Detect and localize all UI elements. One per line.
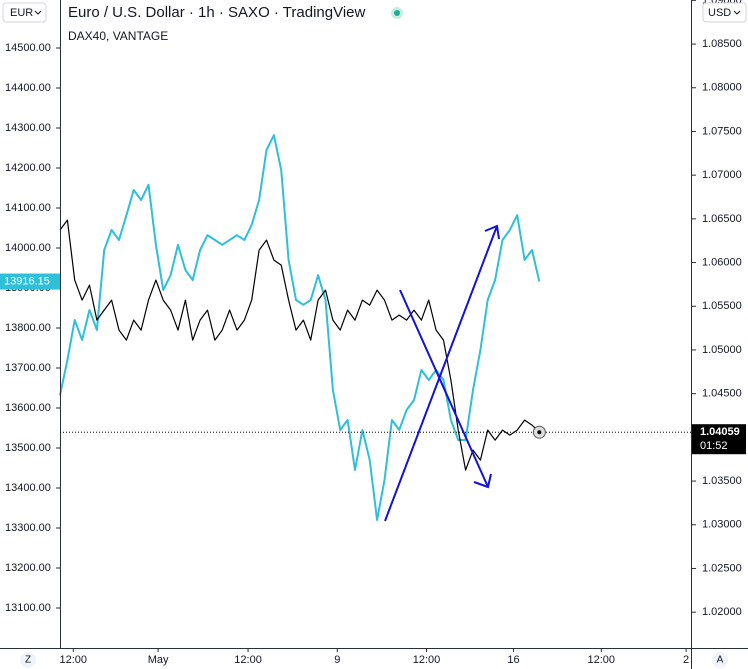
- button-box[interactable]: [702, 2, 747, 23]
- button-bg[interactable]: [712, 652, 728, 668]
- y2-tick-label: 1.02000: [702, 606, 742, 618]
- y-tick-label: 14100.00: [5, 202, 51, 214]
- y2-tick-label: 1.03000: [702, 519, 742, 531]
- y2-tick-label: 1.07000: [702, 169, 742, 181]
- x-tick-label: 2: [683, 654, 689, 666]
- y-tick-label: 14500.00: [5, 42, 51, 54]
- series-line: [59, 134, 541, 521]
- y-tick-label: 13300.00: [5, 522, 51, 534]
- arrow-head: [473, 473, 492, 489]
- price-badge-label: 1.04059: [700, 426, 740, 438]
- chart-title: Euro / U.S. Dollar · 1h · SAXO · Trading…: [68, 4, 366, 21]
- chevron[interactable]: [34, 10, 42, 15]
- y2-tick-label: 1.04500: [702, 388, 742, 400]
- status-dot: [394, 10, 400, 16]
- left-currency-button[interactable]: EUR: [2, 2, 47, 23]
- button-box[interactable]: [2, 2, 47, 23]
- y2-tick-label: 1.05500: [702, 300, 742, 312]
- x-tick-label: 9: [334, 654, 340, 666]
- arrow-head: [484, 224, 500, 240]
- button-bg[interactable]: [20, 652, 36, 668]
- x-tick-label: 12:00: [413, 654, 441, 666]
- currency-label[interactable]: USD: [708, 7, 731, 19]
- series-line: [59, 219, 540, 471]
- y2-tick-label: 1.07500: [702, 125, 742, 137]
- z-button[interactable]: Z: [20, 652, 36, 668]
- a-button[interactable]: A: [712, 652, 728, 668]
- last-point: [537, 430, 542, 435]
- drawing-arrows: [384, 224, 500, 522]
- x-tick-label: May: [148, 654, 169, 666]
- x-tick-label: 12:00: [234, 654, 262, 666]
- price-badge: [692, 424, 746, 455]
- price-badge: [0, 273, 60, 290]
- right-currency-button[interactable]: USD: [702, 2, 747, 23]
- y-tick-label: 13700.00: [5, 362, 51, 374]
- y2-tick-label: 1.02500: [702, 562, 742, 574]
- grid-layer: 13100.00 13200.00 13300.00 13400.00 13500.00…: [5, 0, 742, 666]
- y-tick-label: 14300.00: [5, 122, 51, 134]
- arrow-down: [399, 289, 489, 488]
- y2-tick-label: 1.08500: [702, 38, 742, 50]
- button-label[interactable]: Z: [25, 655, 31, 666]
- y-tick-label: 13400.00: [5, 482, 51, 494]
- arrow-up: [384, 225, 498, 522]
- y2-tick-label: 1.06500: [702, 213, 742, 225]
- currency-label[interactable]: EUR: [10, 7, 33, 19]
- y-tick-label: 13600.00: [5, 402, 51, 414]
- overlay-layer: 13916.15 1.04059 01:52: [0, 273, 746, 455]
- y-tick-label: 13200.00: [5, 562, 51, 574]
- x-tick-label: 12:00: [60, 654, 88, 666]
- y-tick-label: 14000.00: [5, 242, 51, 254]
- y2-tick-label: 1.08000: [702, 82, 742, 94]
- y2-tick-label: 1.03500: [702, 475, 742, 487]
- x-tick-label: 16: [507, 654, 519, 666]
- y-tick-label: 14200.00: [5, 162, 51, 174]
- legend-entry: DAX40, VANTAGE: [68, 29, 168, 43]
- y-tick-label: 13500.00: [5, 442, 51, 454]
- y-tick-label: 13100.00: [5, 602, 51, 614]
- countdown-label: 01:52: [700, 440, 728, 452]
- y-tick-label: 13800.00: [5, 322, 51, 334]
- chevron[interactable]: [733, 10, 741, 15]
- button-label[interactable]: A: [717, 655, 724, 666]
- lines-layer: [59, 134, 541, 521]
- x-tick-label: 12:00: [588, 654, 616, 666]
- y2-tick-label: 1.05000: [702, 344, 742, 356]
- price-badge-label: 13916.15: [4, 275, 50, 287]
- y-tick-label: 14400.00: [5, 82, 51, 94]
- y2-tick-label: 1.06000: [702, 256, 742, 268]
